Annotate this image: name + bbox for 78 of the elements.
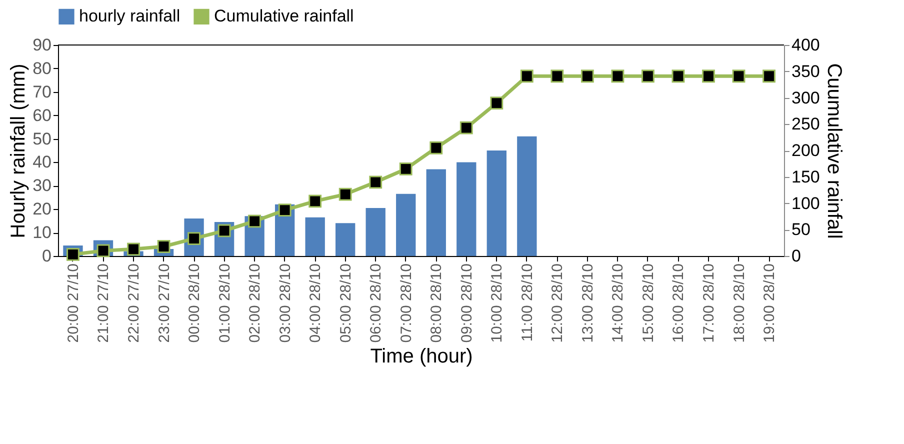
point	[520, 70, 534, 83]
y-tick-label: 80	[32, 58, 52, 78]
point	[369, 176, 382, 189]
y-tick-label: 20	[32, 200, 52, 219]
y2-tick-label: 100	[792, 194, 820, 213]
x-tick-label: 05:00 28/10	[337, 264, 354, 343]
x-tick-label: 22:00 27/10	[126, 264, 143, 343]
bar	[517, 136, 537, 256]
point	[490, 96, 504, 110]
y2-tick-label: 400	[792, 36, 820, 54]
x-tick-label: 07:00 28/10	[398, 264, 415, 343]
y2-tick-label: 200	[792, 141, 820, 160]
y2-tick-label: 0	[792, 246, 801, 266]
point	[642, 70, 654, 83]
point	[399, 162, 412, 176]
x-tick-label: 13:00 28/10	[579, 264, 596, 343]
point	[127, 242, 140, 256]
legend-label: hourly rainfall	[79, 6, 180, 26]
point	[248, 214, 262, 228]
point	[308, 194, 322, 208]
x-tick-label: 03:00 28/10	[276, 264, 294, 343]
y-tick-label: 60	[32, 106, 52, 125]
point	[157, 240, 170, 253]
bar	[486, 150, 506, 256]
x-tick-label: 16:00 28/10	[670, 264, 688, 343]
y-tick-label: 30	[32, 176, 52, 196]
x-tick-label: 19:00 28/10	[761, 264, 778, 343]
y2-tick-label: 250	[792, 114, 820, 134]
x-tick-label: 21:00 27/10	[95, 264, 112, 343]
y2-axis-title: Cuumulative rainfall	[822, 63, 845, 239]
legend-label: Cumulative rainfall	[214, 6, 354, 26]
x-tick-label: 00:00 28/10	[186, 264, 204, 343]
x-tick-label: 10:00 28/10	[488, 264, 506, 343]
point	[732, 70, 746, 83]
x-tick-label: 23:00 27/10	[156, 264, 173, 343]
bar	[426, 169, 446, 256]
x-tick-label: 06:00 28/10	[368, 264, 385, 343]
x-tick-label: 04:00 28/10	[307, 264, 324, 343]
x-tick-label: 11:00 28/10	[518, 264, 536, 342]
x-tick-label: 08:00 28/10	[428, 264, 446, 343]
point	[460, 121, 473, 134]
y-tick-label: 0	[42, 246, 52, 266]
x-tick-label: 02:00 28/10	[246, 264, 264, 343]
y-tick-label: 10	[32, 223, 52, 242]
point	[218, 224, 231, 238]
point	[550, 70, 564, 83]
point	[430, 141, 443, 154]
y-tick-label: 90	[32, 36, 52, 54]
x-tick-label: 14:00 28/10	[610, 264, 627, 343]
y-tick-label: 40	[32, 152, 52, 172]
point	[338, 188, 352, 201]
point	[762, 70, 776, 83]
y-axis-title: Hourly rainfall (mm)	[8, 64, 30, 238]
point	[702, 70, 715, 83]
x-tick-label: 12:00 28/10	[549, 264, 566, 343]
x-tick-label: 01:00 28/10	[216, 264, 234, 343]
bar	[305, 217, 325, 256]
point	[580, 70, 594, 83]
y-tick-label: 50	[32, 129, 52, 148]
bar	[396, 194, 416, 256]
y2-tick-label: 350	[792, 62, 820, 81]
point	[611, 70, 624, 83]
point	[672, 70, 685, 83]
bar	[336, 223, 356, 256]
x-tick-label: 09:00 28/10	[458, 264, 476, 343]
x-tick-label: 20:00 27/10	[64, 264, 82, 343]
x-axis-title: Time (hour)	[370, 346, 473, 368]
x-tick-label: 15:00 28/10	[640, 264, 657, 343]
point	[278, 204, 292, 217]
y2-tick-label: 50	[792, 220, 810, 240]
y2-tick-label: 300	[792, 88, 820, 108]
bar	[366, 208, 386, 256]
y2-tick-label: 150	[792, 167, 820, 186]
bar	[456, 162, 476, 256]
x-tick-label: 17:00 28/10	[700, 264, 718, 343]
y-tick-label: 70	[32, 82, 52, 102]
point	[66, 248, 80, 261]
x-tick-label: 18:00 28/10	[730, 264, 748, 343]
